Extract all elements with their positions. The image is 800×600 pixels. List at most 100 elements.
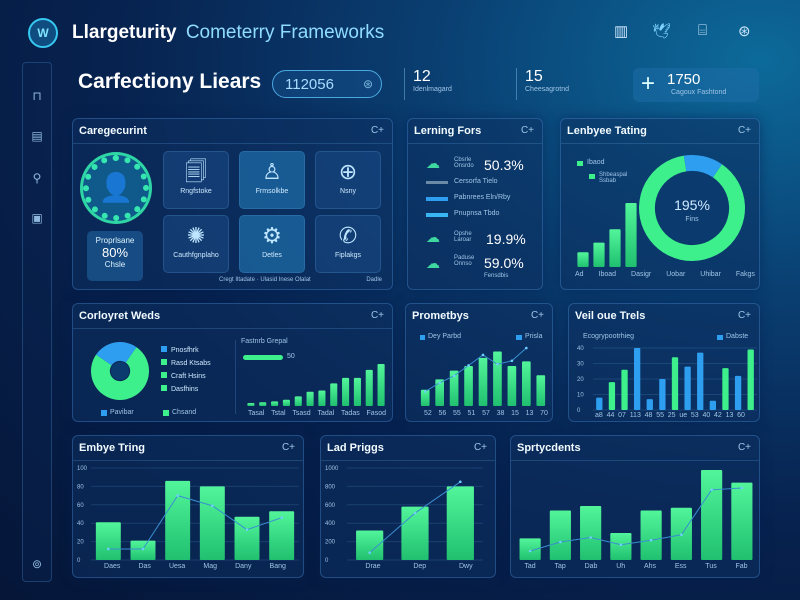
expand-icon[interactable]: C+ [530, 310, 544, 321]
stat-label: Idenlmagard [413, 86, 452, 93]
trend-point [589, 536, 592, 539]
legend-swatch [161, 359, 167, 365]
trend-point [740, 486, 744, 490]
trend-point [176, 494, 179, 497]
expand-icon[interactable]: C+ [737, 310, 751, 321]
badge-value: 80% [101, 245, 129, 260]
bar-chart [519, 470, 753, 560]
x-tick-label: Dab [584, 563, 598, 570]
footer-link[interactable]: Dadle [366, 277, 382, 283]
x-tick-label: Das [138, 563, 151, 570]
virus-icon: ✺ [186, 223, 206, 248]
x-tick-label: Tus [705, 563, 717, 570]
x-tick-label: Mag [203, 563, 218, 570]
x-tick-label: Tasal [248, 410, 265, 417]
bar [701, 470, 723, 560]
donut-label: Fins [685, 216, 699, 223]
x-tick-label: Tadas [341, 410, 360, 417]
bar [271, 401, 279, 406]
help-icon[interactable]: ⊚ [31, 557, 43, 571]
y-tick-label: 800 [325, 484, 336, 490]
legend-swatch [426, 197, 448, 201]
tile-3[interactable]: ⊕ Nsny [315, 151, 381, 209]
donut-slice [96, 342, 137, 366]
lad-priggs-panel: Lad Priggs C+ 0 200 400 600 800 1000 Drae Dep D… [320, 435, 496, 578]
y-tick-label: 200 [325, 540, 336, 546]
y-tick-label: 20 [77, 540, 84, 546]
tile-label: Nsny [340, 188, 356, 195]
trend-point [710, 488, 713, 492]
trend-line [529, 487, 742, 552]
tile-4[interactable]: ✺ Cauthfgnplaho [163, 215, 229, 273]
employee-training-panel-2: Embye Tring C+ 0 20 40 60 80 100 Daes Das Uesa M… [72, 435, 304, 578]
x-tick-label: Bang [269, 563, 286, 570]
panel-title: Lerning Fors [414, 125, 482, 137]
expand-icon[interactable]: C+ [370, 310, 384, 321]
cup-icon[interactable]: ⌸ [698, 22, 708, 39]
tile-5[interactable]: ⚙ Detles [239, 215, 305, 273]
chat-icon[interactable]: ▣ [31, 211, 43, 225]
legend-label: Ecogrypootrhieg [583, 333, 634, 340]
bar [536, 375, 546, 406]
app-subtitle: Cometerry Frameworks [185, 22, 385, 43]
expand-icon[interactable]: C+ [281, 442, 295, 453]
bus-icon[interactable]: ⊓ [32, 89, 42, 103]
expand-icon[interactable]: C+ [520, 125, 534, 136]
sidebar: ⊓ ▤ ⚲ ▣ ⊚ [22, 62, 52, 582]
twitter-icon[interactable]: 🕊 [652, 23, 672, 40]
x-tick-label: 113 [629, 412, 641, 419]
legend-swatch [101, 410, 107, 416]
bar [401, 506, 429, 560]
x-tick-label: Iboad [598, 271, 617, 278]
search-icon[interactable]: ⚲ [32, 171, 42, 185]
x-tick-label: 48 [644, 412, 653, 419]
refresh-icon[interactable]: ⊛ [362, 77, 373, 91]
legend-swatch [717, 335, 723, 340]
x-tick-label: Fab [735, 563, 748, 570]
x-tick-label: 44 [606, 412, 615, 419]
y-tick-label: 10 [577, 393, 584, 399]
add-stat-button[interactable]: + 1750 Cagoux Fashtond [633, 68, 759, 102]
y-tick-label: 0 [77, 558, 81, 562]
bar-chart [247, 364, 385, 406]
legend-swatch [589, 174, 595, 179]
bar [353, 377, 361, 406]
expand-icon[interactable]: C+ [370, 125, 384, 136]
bar [435, 379, 444, 406]
expand-icon[interactable]: C+ [473, 442, 487, 453]
y-tick-label: 0 [325, 558, 329, 562]
tile-6[interactable]: ✆ Fiplakgs [315, 215, 381, 273]
search-input[interactable]: 112056 [285, 76, 334, 93]
trend-line [108, 495, 282, 550]
search-pill[interactable]: 112056 ⊛ [272, 70, 382, 98]
bar [282, 399, 290, 406]
y-tick-label: 1000 [325, 466, 339, 472]
y-tick-label: 60 [77, 503, 84, 509]
add-value: 1750 [667, 71, 701, 88]
tile-1[interactable]: 🗐 Rngfstoke [163, 151, 229, 209]
trend-point [141, 547, 145, 551]
panel-title: Veil oue Trels [575, 310, 646, 322]
legend-label: Craft Hsins [171, 373, 206, 380]
cloud-icon: ☁ [426, 229, 440, 245]
x-tick-label: Tsasd [292, 410, 311, 417]
layout-icon[interactable]: ▤ [31, 129, 43, 143]
logo: W [28, 18, 58, 48]
bar [446, 486, 474, 560]
bar [596, 397, 603, 410]
tile-2[interactable]: ♙ Frmsolkbe [239, 151, 305, 209]
profile-gear-avatar: 👤 [83, 155, 149, 221]
bar [722, 368, 729, 410]
panel-title: Sprtycdents [517, 442, 581, 454]
bar-chart-icon[interactable]: ▥ [614, 23, 629, 40]
panel-title: Lad Priggs [327, 442, 384, 454]
expand-icon[interactable]: C+ [737, 125, 751, 136]
legend-label: Pabnrees Eln/Rby [454, 194, 511, 201]
panel-footer: Cregt Iltadate · Ulasid Inese Olalat [219, 277, 311, 283]
expand-icon[interactable]: C+ [737, 442, 751, 453]
bar-chart [420, 346, 546, 406]
learning-panel: Lerning Fors C+ ☁ Cbsrle Onsrdo 50.3% Ce… [407, 118, 543, 290]
metric-value: 59.0% [484, 255, 524, 271]
settings-icon[interactable]: ⊛ [738, 23, 751, 40]
sprtycdents-panel: Sprtycdents C+ Tad Tap Dab Uh Ahs Ess Tus Fab [510, 435, 760, 578]
